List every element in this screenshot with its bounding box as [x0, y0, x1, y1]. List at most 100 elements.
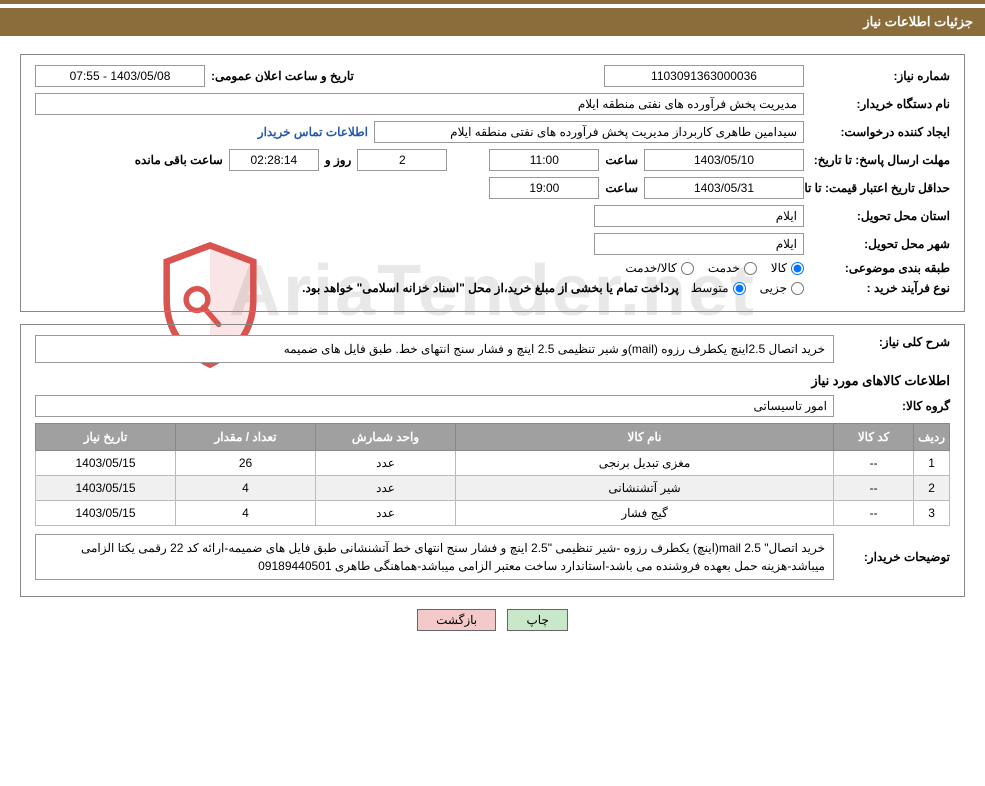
days-remaining-value: 2 — [357, 149, 447, 171]
deadline-label-2: تا تاریخ: — [814, 153, 852, 167]
table-cell-name: گیج فشار — [456, 501, 834, 526]
category-goods-option[interactable]: کالا — [771, 261, 804, 275]
deadline-time-label: ساعت — [605, 153, 638, 167]
process-note: پرداخت تمام یا بخشی از مبلغ خرید،از محل … — [302, 281, 679, 295]
row-min-valid: حداقل تاریخ اعتبار قیمت: تا تاریخ: 1403/… — [35, 177, 950, 199]
process-medium-radio[interactable] — [733, 282, 746, 295]
requester-value: سیدامین طاهری کاربرداز مدیریت پخش فرآورد… — [374, 121, 804, 143]
deadline-date-value: 1403/05/10 — [644, 149, 804, 171]
requester-label: ایجاد کننده درخواست: — [810, 125, 950, 139]
items-section-title: اطلاعات کالاهای مورد نیاز — [35, 373, 950, 389]
table-cell-row: 3 — [914, 501, 950, 526]
process-label: نوع فرآیند خرید : — [810, 281, 950, 295]
table-cell-qty: 4 — [176, 476, 316, 501]
top-accent-bar — [0, 0, 985, 4]
row-buyer-note: توضیحات خریدار: خرید اتصال" mail 2.5(این… — [35, 534, 950, 580]
back-button[interactable]: بازگشت — [417, 609, 496, 631]
table-cell-code: -- — [834, 476, 914, 501]
need-detail-panel: شرح کلی نیاز: خرید اتصال 2.5اینچ یکطرف ر… — [20, 324, 965, 597]
row-need-number: شماره نیاز: 1103091363000036 تاریخ و ساع… — [35, 65, 950, 87]
table-cell-unit: عدد — [316, 501, 456, 526]
buyer-org-label: نام دستگاه خریدار: — [810, 97, 950, 111]
page-title-bar: جزئیات اطلاعات نیاز — [0, 8, 985, 36]
table-cell-row: 2 — [914, 476, 950, 501]
deadline-label-1: مهلت ارسال پاسخ: — [855, 153, 950, 167]
row-city: شهر محل تحویل: ایلام — [35, 233, 950, 255]
remaining-label: ساعت باقی مانده — [135, 153, 223, 167]
row-deadline: مهلت ارسال پاسخ: تا تاریخ: 1403/05/10 سا… — [35, 149, 950, 171]
th-row: ردیف — [914, 424, 950, 451]
table-cell-code: -- — [834, 451, 914, 476]
buyer-org-value: مدیریت پخش فرآورده های نفتی منطقه ایلام — [35, 93, 804, 115]
row-goods-group: گروه کالا: امور تاسیساتی — [35, 395, 950, 417]
category-goods-radio[interactable] — [791, 262, 804, 275]
table-cell-name: شیر آتشنشانی — [456, 476, 834, 501]
process-medium-option[interactable]: متوسط — [691, 281, 746, 295]
th-unit: واحد شمارش — [316, 424, 456, 451]
category-label: طبقه بندی موضوعی: — [810, 261, 950, 275]
print-button[interactable]: چاپ — [507, 609, 567, 631]
category-service-label: خدمت — [708, 261, 740, 275]
row-buyer-org: نام دستگاه خریدار: مدیریت پخش فرآورده ها… — [35, 93, 950, 115]
announce-value: 1403/05/08 - 07:55 — [35, 65, 205, 87]
th-qty: تعداد / مقدار — [176, 424, 316, 451]
th-name: نام کالا — [456, 424, 834, 451]
button-row: چاپ بازگشت — [0, 609, 985, 631]
table-cell-date: 1403/05/15 — [36, 451, 176, 476]
overview-label: شرح کلی نیاز: — [840, 335, 950, 349]
table-cell-unit: عدد — [316, 451, 456, 476]
need-number-label: شماره نیاز: — [810, 69, 950, 83]
goods-group-value: امور تاسیساتی — [35, 395, 834, 417]
min-valid-label-1: حداقل تاریخ اعتبار قیمت: — [825, 181, 950, 195]
category-service-option[interactable]: خدمت — [708, 261, 757, 275]
table-cell-name: مغزی تبدیل برنجی — [456, 451, 834, 476]
process-minor-label: جزیی — [760, 281, 787, 295]
city-label: شهر محل تحویل: — [810, 237, 950, 251]
min-valid-date-value: 1403/05/31 — [644, 177, 804, 199]
min-valid-time-label: ساعت — [605, 181, 638, 195]
page-title: جزئیات اطلاعات نیاز — [863, 14, 973, 29]
min-valid-label: حداقل تاریخ اعتبار قیمت: تا تاریخ: — [810, 181, 950, 195]
table-row: 2--شیر آتشنشانیعدد41403/05/15 — [36, 476, 950, 501]
process-radio-group: جزیی متوسط — [691, 281, 804, 295]
th-code: کد کالا — [834, 424, 914, 451]
table-cell-qty: 26 — [176, 451, 316, 476]
table-cell-date: 1403/05/15 — [36, 501, 176, 526]
row-province: استان محل تحویل: ایلام — [35, 205, 950, 227]
category-goods-service-label: کالا/خدمت — [625, 261, 676, 275]
deadline-label: مهلت ارسال پاسخ: تا تاریخ: — [810, 153, 950, 167]
table-cell-date: 1403/05/15 — [36, 476, 176, 501]
row-overview: شرح کلی نیاز: خرید اتصال 2.5اینچ یکطرف ر… — [35, 335, 950, 363]
buyer-note-value: خرید اتصال" mail 2.5(اینچ) یکطرف رزوه -ش… — [35, 534, 834, 580]
table-cell-code: -- — [834, 501, 914, 526]
goods-group-label: گروه کالا: — [840, 399, 950, 413]
process-minor-option[interactable]: جزیی — [760, 281, 804, 295]
min-valid-time-value: 19:00 — [489, 177, 599, 199]
table-cell-qty: 4 — [176, 501, 316, 526]
province-value: ایلام — [594, 205, 804, 227]
table-header-row: ردیف کد کالا نام کالا واحد شمارش تعداد /… — [36, 424, 950, 451]
buyer-contact-link[interactable]: اطلاعات تماس خریدار — [258, 125, 368, 139]
category-radio-group: کالا خدمت کالا/خدمت — [625, 261, 804, 275]
deadline-time-value: 11:00 — [489, 149, 599, 171]
category-service-radio[interactable] — [744, 262, 757, 275]
row-requester: ایجاد کننده درخواست: سیدامین طاهری کاربر… — [35, 121, 950, 143]
category-goods-service-option[interactable]: کالا/خدمت — [625, 261, 693, 275]
th-date: تاریخ نیاز — [36, 424, 176, 451]
table-cell-unit: عدد — [316, 476, 456, 501]
row-process-type: نوع فرآیند خرید : جزیی متوسط پرداخت تمام… — [35, 281, 950, 295]
province-label: استان محل تحویل: — [810, 209, 950, 223]
need-number-value: 1103091363000036 — [604, 65, 804, 87]
main-info-panel: شماره نیاز: 1103091363000036 تاریخ و ساع… — [20, 54, 965, 312]
city-value: ایلام — [594, 233, 804, 255]
category-goods-service-radio[interactable] — [681, 262, 694, 275]
process-medium-label: متوسط — [691, 281, 729, 295]
table-row: 3--گیج فشارعدد41403/05/15 — [36, 501, 950, 526]
items-table: ردیف کد کالا نام کالا واحد شمارش تعداد /… — [35, 423, 950, 526]
overview-value: خرید اتصال 2.5اینچ یکطرف رزوه (mail)و شی… — [35, 335, 834, 363]
buyer-note-label: توضیحات خریدار: — [840, 534, 950, 564]
category-goods-label: کالا — [771, 261, 787, 275]
table-row: 1--مغزی تبدیل برنجیعدد261403/05/15 — [36, 451, 950, 476]
process-minor-radio[interactable] — [791, 282, 804, 295]
announce-label: تاریخ و ساعت اعلان عمومی: — [211, 69, 354, 83]
